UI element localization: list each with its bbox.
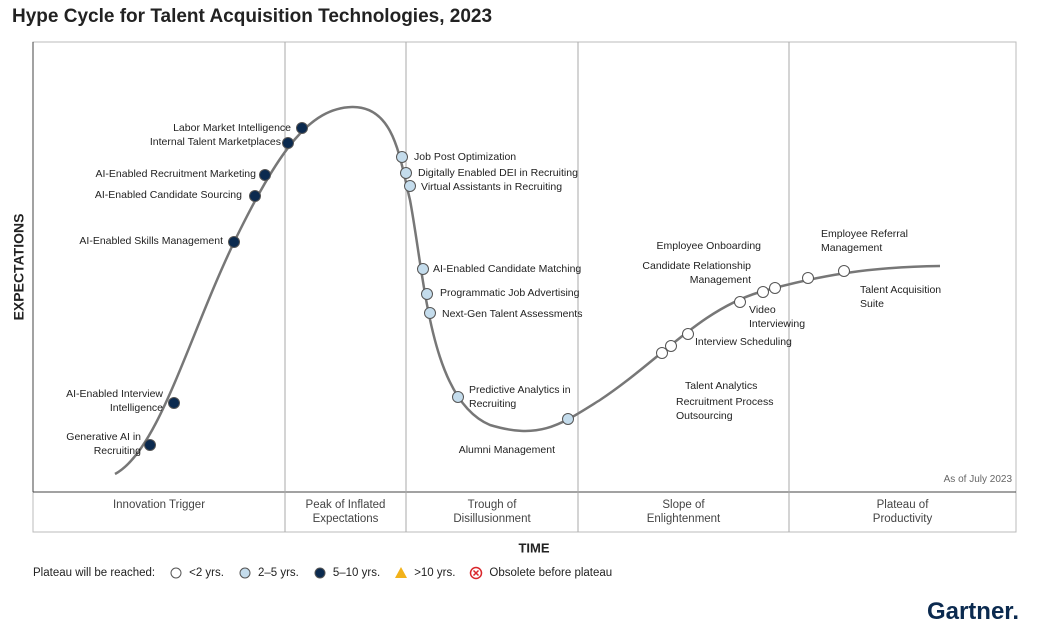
technology-marker bbox=[802, 272, 814, 284]
technology-marker bbox=[168, 397, 180, 409]
technology-label: Labor Market Intelligence bbox=[173, 122, 291, 134]
legend-text: <2 yrs. bbox=[189, 567, 224, 579]
technology-label: Candidate Relationship Management bbox=[642, 260, 751, 286]
legend-item: 5–10 yrs. bbox=[313, 566, 380, 580]
legend-icon bbox=[470, 566, 483, 580]
phase-label: Trough of Disillusionment bbox=[453, 499, 531, 525]
technology-label: Job Post Optimization bbox=[414, 151, 517, 163]
technology-marker bbox=[424, 307, 436, 319]
technology-label: Next-Gen Talent Assessments bbox=[442, 308, 583, 320]
legend-item: <2 yrs. bbox=[169, 566, 224, 580]
legend-dot bbox=[170, 567, 182, 579]
technology-marker bbox=[682, 328, 694, 340]
as-of: As of July 2023 bbox=[944, 474, 1013, 485]
phase-label: Innovation Trigger bbox=[112, 499, 206, 511]
technology-label: Generative AI in Recruiting bbox=[66, 431, 141, 457]
technology-marker bbox=[228, 236, 240, 248]
technology-label: Internal Talent Marketplaces bbox=[149, 136, 281, 148]
technology-marker bbox=[404, 180, 416, 192]
technology-marker bbox=[396, 151, 408, 163]
technology-label: Video Interviewing bbox=[749, 304, 806, 330]
technology-marker bbox=[757, 286, 769, 298]
legend-text: Obsolete before plateau bbox=[489, 567, 613, 579]
technology-marker bbox=[259, 169, 271, 181]
legend-obsolete-x bbox=[473, 569, 480, 577]
technology-label: Talent Acquisition Suite bbox=[860, 284, 942, 310]
legend-item: Obsolete before plateau bbox=[469, 566, 612, 580]
x-axis-label: TIME bbox=[518, 540, 549, 555]
phase-label: Plateau of Productivity bbox=[872, 499, 933, 525]
legend-icon bbox=[170, 567, 182, 579]
technology-marker bbox=[452, 391, 464, 403]
technology-marker bbox=[734, 296, 746, 308]
technology-marker bbox=[282, 137, 294, 149]
technology-label: Alumni Management bbox=[458, 444, 555, 456]
phase-label: Slope of Enlightenment bbox=[646, 499, 721, 525]
legend-icon bbox=[239, 567, 251, 579]
technology-label: Recruitment Process Outsourcing bbox=[676, 396, 774, 422]
technology-marker bbox=[838, 265, 850, 277]
technology-marker bbox=[656, 347, 668, 359]
technology-label: Predictive Analytics in Recruiting bbox=[469, 384, 571, 410]
technology-label: Employee Onboarding bbox=[656, 240, 761, 252]
legend-obsolete bbox=[470, 566, 483, 580]
legend-icon bbox=[314, 567, 326, 579]
legend: Plateau will be reached: <2 yrs. 2–5 yrs. 5… bbox=[33, 566, 612, 580]
technology-label: Talent Analytics bbox=[685, 380, 758, 392]
technology-label: AI-Enabled Recruitment Marketing bbox=[95, 168, 257, 180]
technology-marker bbox=[421, 288, 433, 300]
legend-text: 2–5 yrs. bbox=[257, 567, 299, 579]
technology-label: Interview Scheduling bbox=[695, 336, 792, 348]
legend-text: 5–10 yrs. bbox=[332, 567, 381, 579]
brand: Gartner. bbox=[926, 598, 1019, 625]
technology-label: AI-Enabled Interview Intelligence bbox=[66, 388, 163, 414]
technology-label: Programmatic Job Advertising bbox=[440, 287, 580, 299]
legend-item: 2–5 yrs. bbox=[238, 566, 299, 580]
legend-label: Plateau will be reached: bbox=[33, 567, 156, 579]
technology-marker bbox=[144, 439, 156, 451]
legend-dot bbox=[314, 567, 326, 579]
technology-label: AI-Enabled Candidate Sourcing bbox=[94, 189, 242, 201]
technology-marker bbox=[249, 190, 261, 202]
technology-marker bbox=[400, 167, 412, 179]
technology-label: Digitally Enabled DEI in Recruiting bbox=[418, 167, 578, 179]
technology-marker bbox=[665, 340, 677, 352]
legend-item: >10 yrs. bbox=[394, 566, 455, 580]
technology-marker bbox=[769, 282, 781, 294]
technology-label: AI-Enabled Candidate Matching bbox=[433, 263, 582, 275]
title: Hype Cycle for Talent Acquisition Techno… bbox=[12, 6, 493, 27]
technology-label: AI-Enabled Skills Management bbox=[79, 235, 223, 247]
legend-text: >10 yrs. bbox=[414, 567, 456, 579]
y-axis-label: EXPECTATIONS bbox=[11, 214, 27, 321]
legend-icon bbox=[395, 567, 408, 578]
technology-label: Virtual Assistants in Recruiting bbox=[421, 181, 563, 193]
technology-marker bbox=[562, 413, 574, 425]
phase-label: Peak of Inflated Expectations bbox=[305, 499, 386, 525]
technology-marker bbox=[296, 122, 308, 134]
legend-triangle bbox=[395, 567, 408, 578]
technology-label: Employee Referral Management bbox=[821, 228, 908, 254]
technology-marker bbox=[417, 263, 429, 275]
legend-dot bbox=[239, 567, 251, 579]
